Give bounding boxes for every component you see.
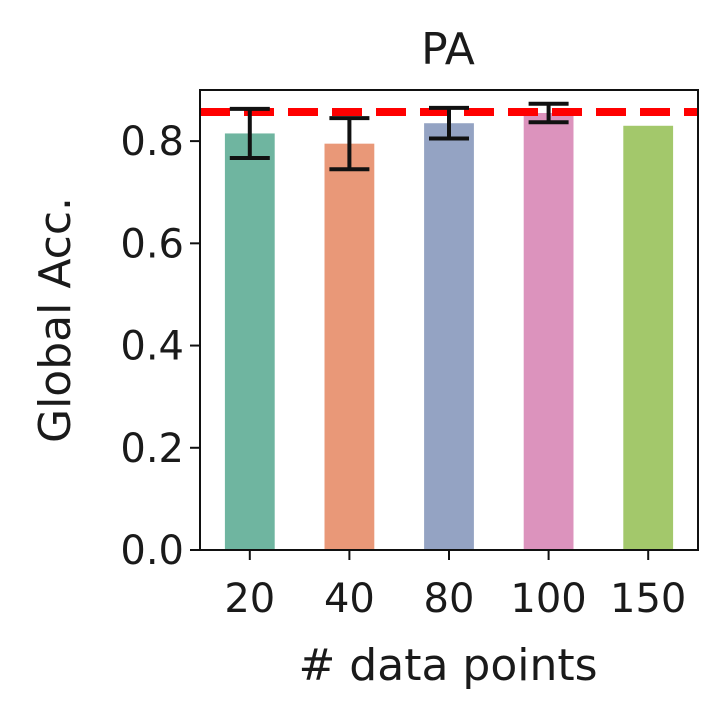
y-tick-label: 0.6: [120, 221, 184, 267]
y-tick-label: 0.8: [120, 119, 184, 165]
y-tick-label: 0.2: [120, 426, 184, 472]
bar-20: [224, 133, 275, 550]
chart-title: PA: [421, 24, 475, 75]
x-tick-label: 150: [610, 576, 686, 622]
y-axis-label: Global Acc.: [30, 197, 81, 443]
bar-100: [523, 113, 574, 550]
bar-150: [623, 125, 674, 551]
y-tick-label: 0.0: [120, 528, 184, 574]
chart-marks: 0.0 0.2 0.4 0.6 0.8 20 40 80 100 150: [120, 89, 699, 622]
x-axis-label: # data points: [298, 640, 597, 691]
x-tick-label: 80: [424, 576, 475, 622]
y-tick-label: 0.4: [120, 324, 184, 370]
x-tick-label: 20: [224, 576, 275, 622]
x-tick-label: 40: [324, 576, 375, 622]
x-tick-label: 100: [510, 576, 586, 622]
bar-40: [324, 143, 375, 550]
bar-80: [424, 123, 474, 550]
